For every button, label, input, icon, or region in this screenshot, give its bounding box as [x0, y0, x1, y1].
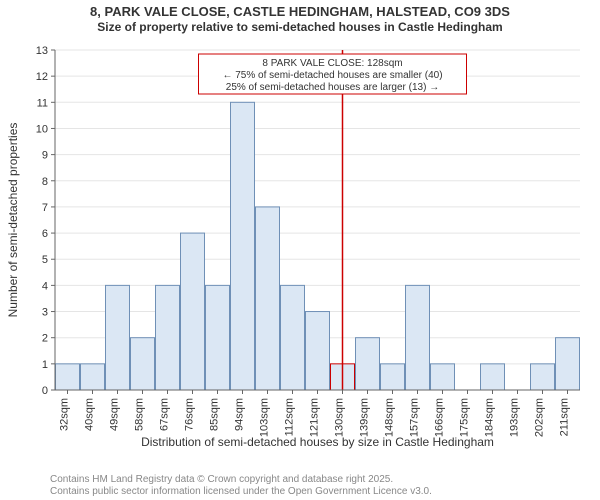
- bar: [381, 364, 405, 390]
- svg-text:85sqm: 85sqm: [209, 398, 221, 431]
- bar: [256, 207, 280, 390]
- svg-text:7: 7: [42, 202, 48, 214]
- svg-text:9: 9: [42, 150, 48, 162]
- bar: [481, 364, 505, 390]
- bar: [106, 285, 130, 390]
- bar: [231, 102, 255, 390]
- svg-text:184sqm: 184sqm: [484, 398, 496, 437]
- svg-text:1: 1: [42, 359, 48, 371]
- callout-line3: 25% of semi-detached houses are larger (…: [226, 82, 439, 93]
- chart-footer: Contains HM Land Registry data © Crown c…: [50, 474, 432, 498]
- svg-text:58sqm: 58sqm: [134, 398, 146, 431]
- bar: [531, 364, 555, 390]
- svg-text:2: 2: [42, 333, 48, 345]
- svg-text:94sqm: 94sqm: [234, 398, 246, 431]
- x-axis-title: Distribution of semi-detached houses by …: [141, 435, 494, 449]
- bar: [131, 338, 155, 390]
- svg-text:8: 8: [42, 176, 48, 188]
- bar: [81, 364, 105, 390]
- svg-text:139sqm: 139sqm: [359, 398, 371, 437]
- svg-text:10: 10: [36, 123, 48, 135]
- svg-text:67sqm: 67sqm: [159, 398, 171, 431]
- svg-text:76sqm: 76sqm: [184, 398, 196, 431]
- svg-text:112sqm: 112sqm: [284, 398, 296, 436]
- bar: [556, 338, 580, 390]
- bar: [181, 233, 205, 390]
- footer-line1: Contains HM Land Registry data © Crown c…: [50, 474, 432, 486]
- svg-text:49sqm: 49sqm: [109, 398, 121, 431]
- svg-text:157sqm: 157sqm: [409, 398, 421, 437]
- svg-text:193sqm: 193sqm: [509, 398, 521, 437]
- svg-text:32sqm: 32sqm: [59, 398, 71, 431]
- callout-line1: 8 PARK VALE CLOSE: 128sqm: [262, 58, 402, 69]
- svg-text:4: 4: [42, 280, 48, 292]
- bar: [156, 285, 180, 390]
- svg-text:40sqm: 40sqm: [84, 398, 96, 431]
- svg-text:166sqm: 166sqm: [434, 398, 446, 437]
- svg-text:148sqm: 148sqm: [384, 398, 396, 437]
- svg-text:6: 6: [42, 228, 48, 240]
- svg-text:3: 3: [42, 307, 48, 319]
- svg-text:130sqm: 130sqm: [334, 398, 346, 437]
- svg-text:121sqm: 121sqm: [309, 398, 321, 437]
- footer-line2: Contains public sector information licen…: [50, 486, 432, 498]
- svg-text:0: 0: [42, 385, 48, 397]
- svg-text:175sqm: 175sqm: [459, 398, 471, 437]
- svg-text:5: 5: [42, 254, 48, 266]
- svg-text:103sqm: 103sqm: [259, 398, 271, 437]
- bar: [431, 364, 455, 390]
- bar: [306, 312, 330, 390]
- svg-text:12: 12: [36, 71, 48, 83]
- svg-text:11: 11: [37, 97, 48, 109]
- bar: [206, 285, 230, 390]
- histogram-chart: 01234567891011121332sqm40sqm49sqm58sqm67…: [0, 0, 600, 500]
- y-axis-title: Number of semi-detached properties: [6, 123, 20, 318]
- chart-container: { "titles": { "line1": "8, PARK VALE CLO…: [0, 0, 600, 500]
- svg-text:202sqm: 202sqm: [534, 398, 546, 437]
- bar: [406, 285, 430, 390]
- svg-text:211sqm: 211sqm: [559, 398, 571, 436]
- svg-text:13: 13: [36, 45, 48, 57]
- bar: [356, 338, 380, 390]
- bar: [56, 364, 80, 390]
- callout-line2: ← 75% of semi-detached houses are smalle…: [222, 70, 442, 81]
- bar: [281, 285, 305, 390]
